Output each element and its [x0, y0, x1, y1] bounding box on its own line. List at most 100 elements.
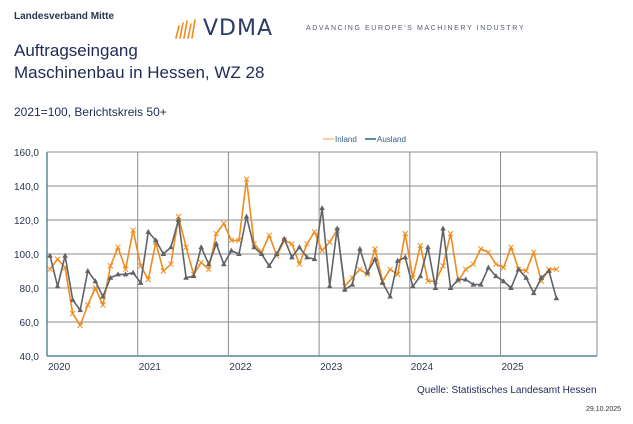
- data-point-inland: [213, 230, 220, 237]
- series-inland: [47, 176, 560, 329]
- series-line-ausland: [49, 207, 558, 311]
- data-point-ausland: [205, 261, 212, 267]
- data-point-ausland: [387, 293, 393, 299]
- data-point-inland: [115, 244, 121, 251]
- data-point-inland: [122, 266, 129, 273]
- data-point-ausland: [100, 293, 106, 299]
- data-point-ausland: [289, 254, 295, 260]
- data-point-inland: [357, 266, 363, 273]
- data-point-inland: [77, 322, 84, 329]
- data-point-inland: [243, 176, 250, 183]
- y-tick-label: 160,0: [14, 148, 39, 159]
- data-point-inland: [168, 261, 174, 268]
- data-point-ausland: [349, 281, 356, 287]
- data-point-inland: [485, 249, 492, 256]
- data-point-ausland: [304, 254, 310, 260]
- data-point-inland: [462, 266, 469, 273]
- data-point-ausland: [168, 244, 174, 250]
- data-point-inland: [402, 230, 409, 237]
- data-point-ausland: [530, 290, 537, 296]
- data-point-inland: [84, 302, 91, 308]
- data-point-ausland: [432, 285, 439, 290]
- data-point-inland: [417, 242, 424, 249]
- tagline: ADVANCING EUROPE'S MACHINERY INDUSTRY: [306, 25, 526, 32]
- data-point-ausland: [175, 217, 182, 222]
- data-point-inland: [530, 249, 537, 256]
- data-point-ausland: [236, 251, 242, 256]
- x-tick-label: 2022: [229, 362, 252, 373]
- data-point-inland: [130, 227, 136, 234]
- grid: [46, 151, 598, 357]
- data-point-ausland: [553, 295, 560, 301]
- data-point-ausland: [122, 271, 129, 277]
- data-point-inland: [296, 261, 303, 268]
- data-point-inland: [425, 278, 431, 285]
- subtitle: 2021=100, Berichtskreis 50+: [14, 105, 167, 119]
- data-point-inland: [447, 230, 454, 237]
- y-tick-label: 60,0: [20, 318, 40, 329]
- x-tick-label: 2024: [411, 362, 434, 373]
- data-point-ausland: [341, 286, 348, 292]
- title-line-1: Auftragseingang: [14, 41, 138, 60]
- data-point-ausland: [228, 247, 235, 253]
- data-point-ausland: [160, 251, 167, 256]
- data-point-ausland: [190, 273, 197, 279]
- data-point-ausland: [153, 237, 159, 243]
- data-point-inland: [326, 239, 333, 245]
- data-point-ausland: [425, 244, 431, 250]
- date-stamp: 29.10.2025: [586, 406, 622, 413]
- data-point-inland: [266, 232, 273, 239]
- x-axis-ticks: 2020 2021 2022 2023 2024 2025: [48, 362, 524, 373]
- source-note: Quelle: Statistisches Landesamt Hessen: [417, 385, 597, 396]
- data-point-ausland: [410, 283, 416, 289]
- series-group: [47, 176, 560, 329]
- data-point-inland: [394, 271, 401, 278]
- data-point-ausland: [54, 283, 61, 289]
- data-point-ausland: [493, 273, 499, 279]
- data-point-ausland: [326, 283, 333, 289]
- data-point-inland: [107, 263, 114, 269]
- data-point-ausland: [372, 256, 378, 262]
- data-point-inland: [145, 276, 152, 283]
- legend: Inland Ausland: [323, 135, 406, 144]
- logo-text: VDMA: [203, 16, 274, 41]
- x-tick-label: 2025: [502, 362, 525, 373]
- y-tick-label: 80,0: [20, 284, 40, 295]
- vdma-logo: VDMA: [173, 16, 273, 41]
- logo-mark-icon: [175, 18, 196, 39]
- data-point-inland: [160, 268, 167, 274]
- data-point-ausland: [221, 261, 227, 267]
- data-point-inland: [387, 266, 393, 273]
- data-point-ausland: [243, 213, 250, 219]
- data-point-inland: [440, 263, 446, 269]
- data-point-ausland: [500, 278, 507, 284]
- data-point-ausland: [183, 274, 189, 280]
- data-point-ausland: [334, 225, 341, 231]
- data-point-ausland: [69, 296, 76, 302]
- data-point-ausland: [515, 266, 522, 272]
- data-point-ausland: [417, 273, 424, 279]
- data-point-inland: [508, 244, 514, 251]
- data-point-inland: [69, 310, 76, 317]
- data-point-ausland: [379, 279, 386, 285]
- y-tick-label: 140,0: [14, 182, 39, 193]
- data-point-ausland: [107, 274, 114, 280]
- data-point-ausland: [538, 274, 545, 280]
- page-title: Auftragseingang Maschinenbau in Hessen, …: [14, 40, 264, 84]
- data-point-inland: [175, 213, 182, 220]
- data-point-inland: [500, 264, 507, 271]
- series-ausland: [47, 205, 560, 313]
- data-point-ausland: [273, 251, 280, 256]
- org-name: Landesverband Mitte: [14, 11, 115, 22]
- data-point-ausland: [62, 252, 68, 258]
- y-tick-label: 40,0: [20, 352, 40, 363]
- data-point-inland: [311, 229, 318, 235]
- data-point-ausland: [258, 251, 265, 256]
- data-point-inland: [372, 246, 378, 252]
- data-point-ausland: [402, 254, 409, 260]
- data-point-ausland: [394, 257, 401, 263]
- data-point-inland: [477, 246, 484, 252]
- data-point-ausland: [455, 276, 461, 282]
- data-point-inland: [183, 244, 189, 251]
- data-point-ausland: [137, 279, 144, 285]
